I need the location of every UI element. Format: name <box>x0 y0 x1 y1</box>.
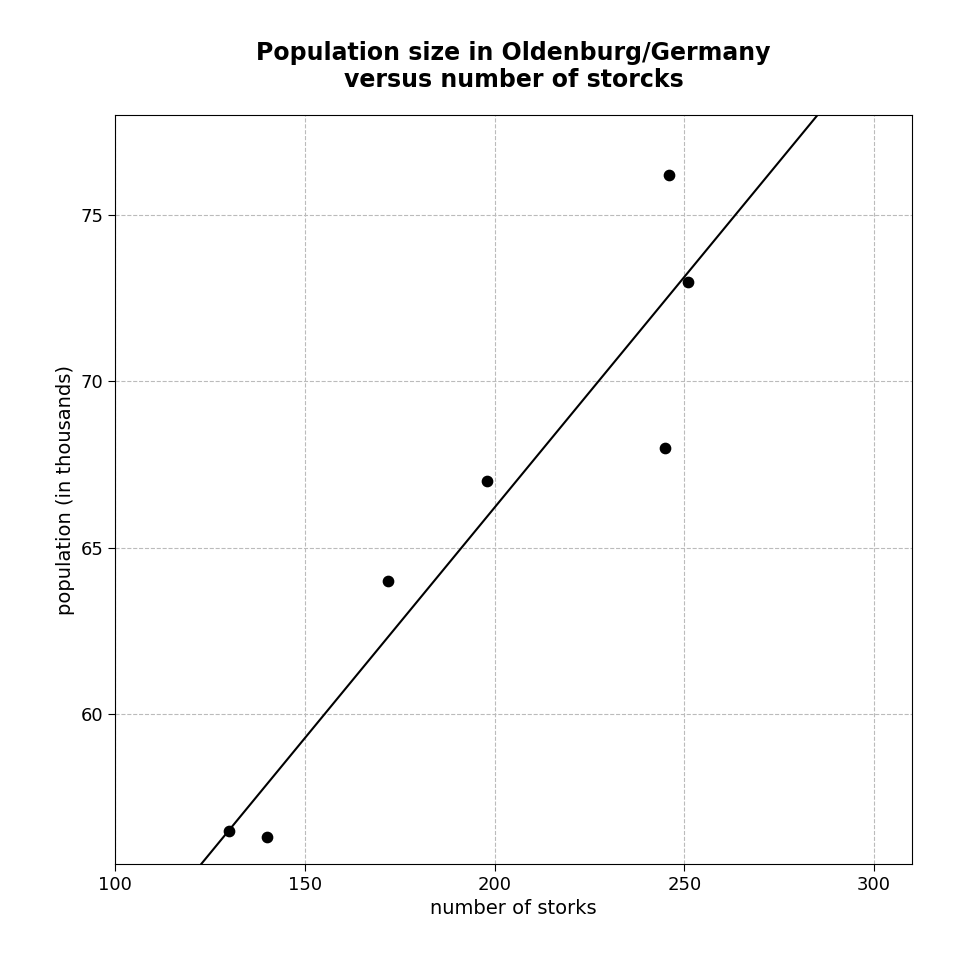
Point <box>222 823 237 838</box>
Point <box>661 167 677 182</box>
Point <box>381 573 396 588</box>
Point <box>681 274 696 289</box>
Point <box>479 473 494 489</box>
X-axis label: number of storks: number of storks <box>430 900 597 919</box>
Point <box>658 441 673 456</box>
Title: Population size in Oldenburg/Germany
versus number of storcks: Population size in Oldenburg/Germany ver… <box>256 40 771 92</box>
Y-axis label: population (in thousands): population (in thousands) <box>56 365 75 614</box>
Point <box>259 829 275 845</box>
